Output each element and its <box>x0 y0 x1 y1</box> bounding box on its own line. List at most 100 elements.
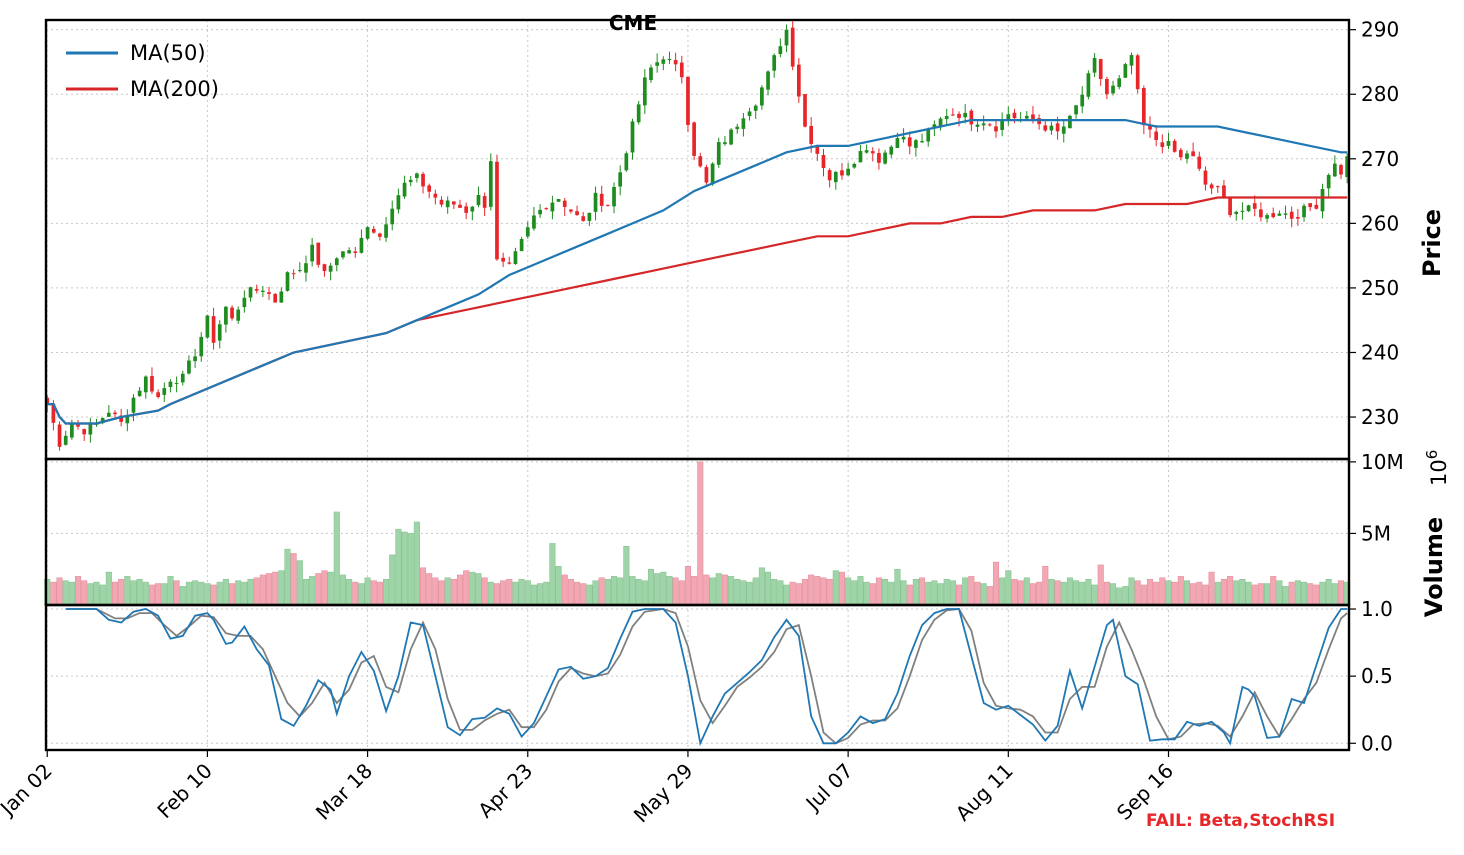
volume-bar <box>346 578 353 606</box>
volume-bar <box>549 543 556 606</box>
candle-body <box>304 263 308 273</box>
candle-body <box>753 105 758 111</box>
candle-body <box>415 173 419 178</box>
candle <box>1135 53 1140 94</box>
candle-body <box>1345 156 1349 177</box>
volume-bar <box>1103 581 1110 606</box>
volume-bar <box>1245 581 1252 606</box>
x-tick-label: Jul 07 <box>800 759 858 817</box>
candle <box>445 196 450 214</box>
volume-bar <box>820 577 827 606</box>
volume-exponent-base: 10 <box>1427 459 1451 486</box>
candle-body <box>1326 174 1331 189</box>
volume-bar <box>1331 583 1338 606</box>
volume-bar <box>235 580 242 606</box>
candle-body <box>1240 210 1245 212</box>
volume-bar <box>956 584 963 606</box>
candle <box>550 195 555 220</box>
candle <box>359 229 364 254</box>
candle-body <box>402 182 407 197</box>
candle <box>242 290 247 313</box>
volume-bar <box>105 571 112 606</box>
candle-body <box>137 390 142 397</box>
candle-body <box>1111 85 1115 94</box>
candle-body <box>1043 125 1048 131</box>
volume-bar <box>450 578 457 606</box>
volume-bar <box>204 583 211 606</box>
candle <box>661 56 666 71</box>
candle-body <box>439 199 444 205</box>
candle-body <box>729 129 733 145</box>
candle-body <box>833 171 838 183</box>
volume-bar <box>438 580 445 606</box>
volume-bar <box>1202 584 1209 606</box>
candle-body <box>895 138 900 148</box>
candle <box>1252 195 1257 217</box>
volume-bar <box>463 570 470 606</box>
candle <box>279 287 284 303</box>
candle-body <box>519 239 524 252</box>
candle-body <box>1215 186 1220 188</box>
candle-body <box>82 429 87 435</box>
volume-bar <box>530 584 537 606</box>
candle-body <box>1209 184 1214 189</box>
volume-bar <box>617 577 624 606</box>
candle-body <box>932 124 937 128</box>
volume-bar <box>456 574 464 606</box>
volume-bar <box>703 574 710 606</box>
candle <box>1166 132 1171 150</box>
candle <box>390 200 395 231</box>
volume-bar <box>1116 587 1123 606</box>
volume-bar <box>1233 580 1240 606</box>
candle-body <box>864 150 869 153</box>
candle-body <box>279 291 284 303</box>
volume-bar <box>580 583 587 606</box>
candle-body <box>809 125 814 144</box>
candle-body <box>193 356 197 362</box>
volume-bar <box>697 461 704 606</box>
candle-body <box>1098 59 1103 79</box>
volume-bar <box>241 581 248 606</box>
candle <box>76 419 80 430</box>
candle <box>297 262 302 273</box>
volume-bar <box>309 576 316 606</box>
candle-body <box>1080 94 1085 107</box>
volume-bar <box>395 528 402 606</box>
candle <box>914 138 918 157</box>
candle-body <box>1166 141 1171 146</box>
candle-body <box>168 381 173 388</box>
candle-body <box>716 142 721 165</box>
volume-bar <box>358 583 365 606</box>
volume-bar <box>198 581 205 606</box>
candle-body <box>747 111 752 117</box>
fail-status: FAIL: Beta,StochRSI <box>1146 811 1335 831</box>
candle <box>766 70 770 96</box>
candle <box>1141 85 1146 135</box>
candle <box>519 236 524 252</box>
candle-body <box>1031 114 1035 120</box>
volume-bar <box>795 583 802 606</box>
candle <box>784 24 789 53</box>
candle-body <box>1141 88 1146 126</box>
volume-bar <box>709 577 716 606</box>
volume-bar <box>567 578 574 606</box>
candle <box>402 175 407 199</box>
candle <box>1185 150 1189 164</box>
candle-body <box>205 315 210 338</box>
volume-bar <box>814 576 821 606</box>
candle <box>1111 80 1115 96</box>
candle-body <box>470 206 475 212</box>
candle-body <box>766 71 770 90</box>
candle <box>236 306 241 324</box>
candle-body <box>686 76 690 125</box>
price-tick-label: 230 <box>1361 405 1399 429</box>
candle <box>735 123 740 134</box>
volume-bar <box>99 584 106 606</box>
volume-bar <box>999 577 1006 606</box>
candle <box>587 212 592 227</box>
candle <box>630 118 635 160</box>
candle <box>815 144 820 161</box>
volume-bar <box>1029 583 1036 606</box>
volume-bar <box>832 570 839 606</box>
volume-bar <box>278 570 285 606</box>
